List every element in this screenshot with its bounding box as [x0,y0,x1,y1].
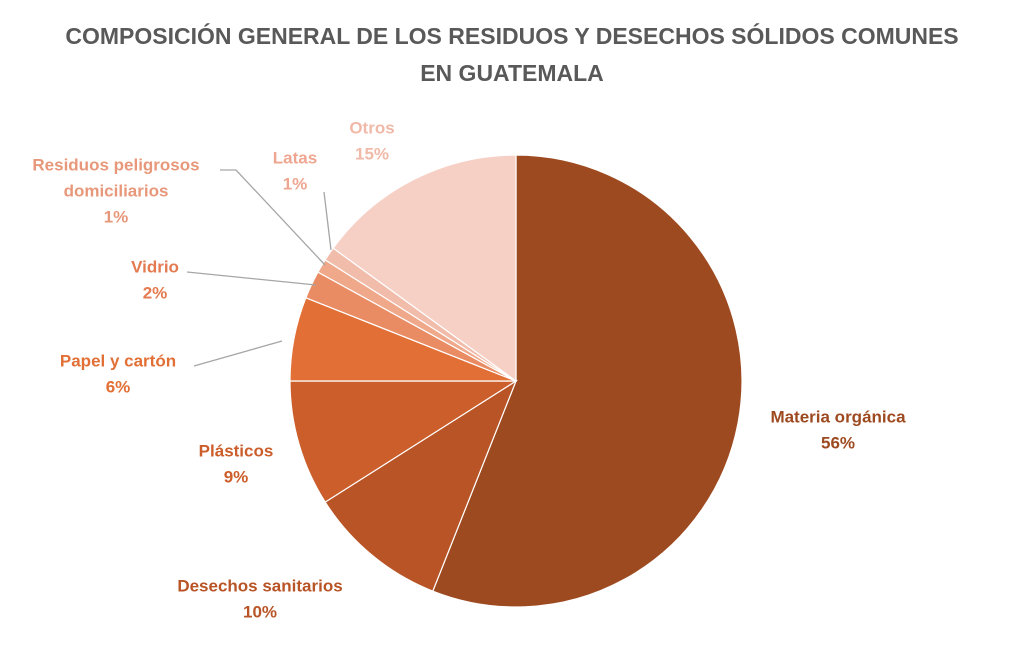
data-label-pct-materia-organica: 56% [821,433,855,452]
data-label-pct-vidrio: 2% [143,283,168,302]
leader-line-papel-y-carton [193,340,283,367]
data-label-latas: Latas [273,148,317,167]
data-label-plasticos: Plásticos [199,441,274,460]
data-label-residuos-peligrosos-domiciliarios: domiciliarios [64,181,169,200]
data-label-desechos-sanitarios: Desechos sanitarios [177,576,342,595]
data-label-pct-residuos-peligrosos-domiciliarios: 1% [104,207,129,226]
data-label-pct-desechos-sanitarios: 10% [243,602,277,621]
leader-line-latas [323,191,332,251]
pie-slice-otros [332,154,517,383]
chart-title-line-1: COMPOSICIÓN GENERAL DE LOS RESIDUOS Y DE… [65,23,959,49]
data-label-otros: Otros [349,118,394,137]
data-label-papel-y-carton: Papel y cartón [60,351,176,370]
pie-slice-plasticos [289,380,519,503]
leader-line-vidrio [186,271,317,286]
data-label-pct-latas: 1% [283,174,308,193]
data-label-residuos-peligrosos-domiciliarios: Residuos peligrosos [32,155,199,174]
pie-slice-desechos-sanitarios [324,379,518,592]
pie-slice-materia-organica [432,154,743,608]
chart-title-line-2: EN GUATEMALA [420,60,604,86]
data-label-vidrio: Vidrio [131,257,179,276]
leader-line-residuos-peligrosos-domiciliarios [220,169,326,266]
data-label-pct-plasticos: 9% [224,467,249,486]
data-label-pct-otros: 15% [355,144,389,163]
data-label-pct-papel-y-carton: 6% [106,377,131,396]
data-label-materia-organica: Materia orgánica [770,407,906,426]
